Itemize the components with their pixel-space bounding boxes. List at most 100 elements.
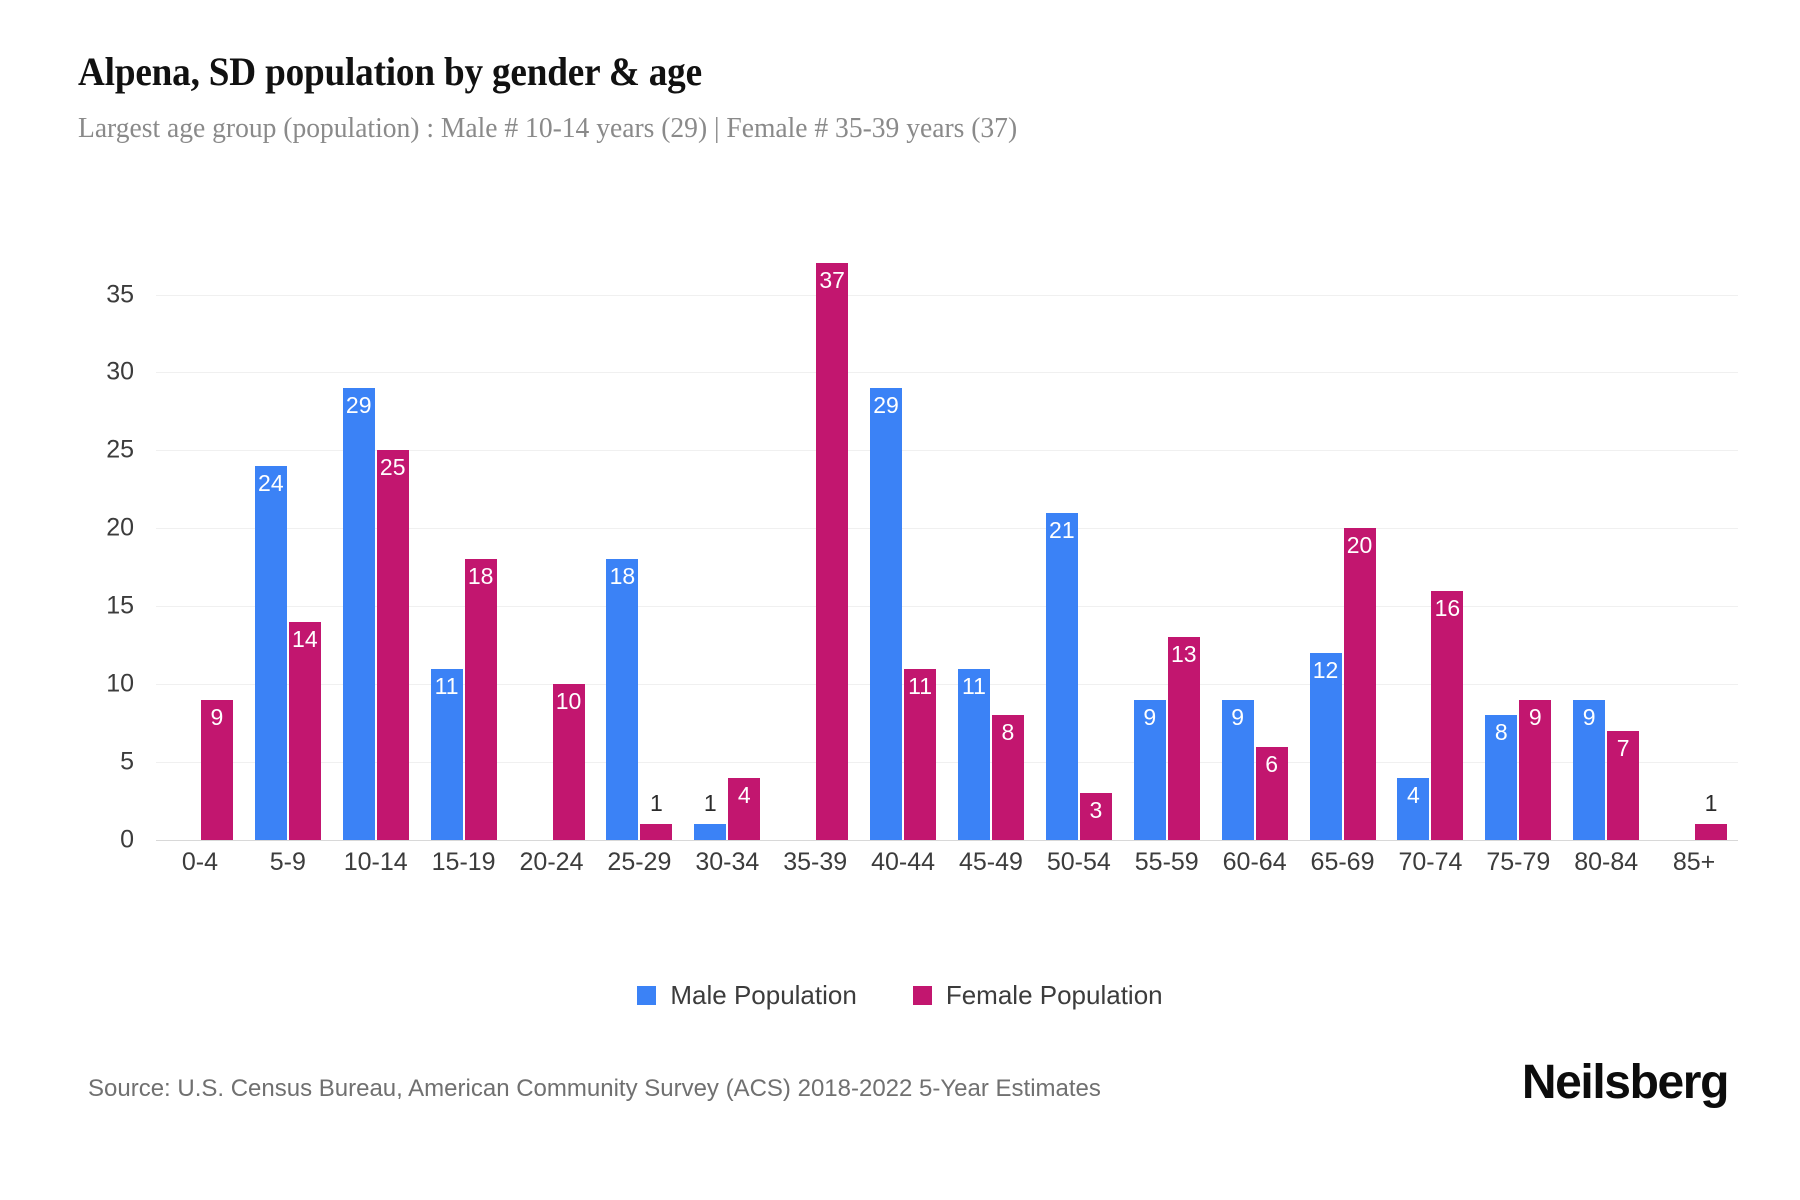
bar-female[interactable]: 16 bbox=[1431, 590, 1464, 840]
bar-group: 9 13 bbox=[1123, 240, 1211, 840]
gridline bbox=[156, 684, 1738, 686]
bar-male[interactable]: 11 bbox=[430, 668, 463, 840]
bar-female[interactable]: 1 bbox=[1695, 792, 1728, 840]
gridline bbox=[156, 528, 1738, 530]
bar-value-label: 9 bbox=[1143, 703, 1157, 730]
bar-male[interactable]: 21 bbox=[1045, 512, 1078, 840]
bar-value-label: 13 bbox=[1170, 641, 1197, 668]
legend-label: Male Population bbox=[670, 980, 857, 1010]
legend-item[interactable]: Female Population bbox=[912, 980, 1163, 1011]
y-axis-tick-label: 5 bbox=[120, 747, 134, 776]
bar-value-label: 8 bbox=[1001, 719, 1015, 746]
chart-subtitle: Largest age group (population) : Male # … bbox=[78, 111, 1018, 144]
bar-value-label: 12 bbox=[1312, 657, 1339, 683]
bar-female[interactable]: 20 bbox=[1343, 528, 1376, 840]
bar-male[interactable]: 1 bbox=[694, 792, 727, 840]
bar-male[interactable]: 9 bbox=[1573, 699, 1606, 840]
bar-group: 37 bbox=[771, 240, 859, 840]
bar-female[interactable]: 11 bbox=[904, 668, 937, 840]
legend-label: Female Population bbox=[945, 980, 1163, 1010]
bar-female[interactable]: 6 bbox=[1255, 746, 1288, 840]
bar-female[interactable]: 4 bbox=[728, 777, 761, 840]
bar-value-label: 29 bbox=[873, 392, 899, 419]
bar-value-label: 29 bbox=[345, 392, 372, 419]
x-axis-tick-label: 50-54 bbox=[1046, 848, 1111, 876]
bars-layer: 9 24 14 29 25 11 18 10 18 1 1 4 37 29 11 11 8 21 3 9 13 9 6 12 2… bbox=[156, 240, 1738, 840]
bar-female[interactable]: 10 bbox=[552, 684, 585, 840]
x-axis-tick-label: 85+ bbox=[1672, 848, 1716, 876]
bar-value-label: 9 bbox=[210, 703, 224, 730]
bar-group: 18 1 bbox=[595, 240, 683, 840]
bar-value-label: 9 bbox=[1528, 703, 1542, 730]
bar-value-label: 9 bbox=[1582, 703, 1596, 730]
bar-value-label: 7 bbox=[1616, 734, 1630, 761]
y-axis-tick-label: 25 bbox=[106, 435, 134, 464]
bar-value-label: 10 bbox=[555, 688, 582, 715]
chart-plot-area: 0 5 10 15 20 25 30 35 9 24 14 29 25 11 18 10 18 1 1 4 37 29 1… bbox=[78, 240, 1738, 900]
y-axis-tick-label: 15 bbox=[106, 591, 134, 620]
x-axis-tick-label: 0-4 bbox=[181, 848, 219, 876]
bar-female[interactable]: 9 bbox=[1519, 699, 1552, 840]
y-axis-tick-label: 0 bbox=[120, 825, 134, 854]
bar-female[interactable]: 8 bbox=[991, 715, 1024, 840]
bar-value-label: 24 bbox=[258, 469, 284, 496]
bar-value-label: 4 bbox=[1407, 781, 1420, 808]
bar-male[interactable]: 12 bbox=[1309, 653, 1342, 840]
x-axis-tick-label: 70-74 bbox=[1398, 848, 1463, 876]
bar-value-label: 16 bbox=[1434, 594, 1461, 621]
brand-logo: Neilsberg bbox=[1521, 1056, 1730, 1109]
x-axis-tick-label: 30-34 bbox=[695, 848, 760, 876]
bar-male[interactable]: 29 bbox=[342, 388, 375, 840]
bar-value-label: 8 bbox=[1494, 719, 1508, 746]
bar-value-label: 21 bbox=[1049, 516, 1075, 543]
x-axis-tick-label: 10-14 bbox=[343, 848, 408, 876]
chart-header: Alpena, SD population by gender & age La… bbox=[78, 49, 1728, 146]
gridline bbox=[156, 762, 1738, 764]
bar-male[interactable]: 4 bbox=[1397, 777, 1430, 840]
bar-value-label: 9 bbox=[1231, 703, 1245, 730]
bar-male[interactable]: 18 bbox=[606, 559, 639, 840]
chart-legend: Male Population Female Population bbox=[0, 980, 1800, 1011]
x-axis-tick-label: 65-69 bbox=[1310, 848, 1375, 876]
bar-value-label: 1 bbox=[1704, 790, 1718, 817]
bar-female[interactable]: 9 bbox=[200, 699, 233, 840]
x-axis: 0-4 5-9 10-14 15-19 20-24 25-29 30-34 35-39 40-4… bbox=[156, 848, 1738, 877]
x-axis-tick-label: 60-64 bbox=[1222, 848, 1287, 876]
bar-male[interactable]: 9 bbox=[1221, 699, 1254, 840]
bar-male[interactable]: 8 bbox=[1485, 715, 1518, 840]
source-note: Source: U.S. Census Bureau, American Com… bbox=[88, 1075, 1101, 1102]
gridline bbox=[156, 606, 1738, 608]
bar-female[interactable]: 7 bbox=[1607, 730, 1640, 840]
bar-female[interactable]: 14 bbox=[288, 621, 321, 840]
grid-area: 9 24 14 29 25 11 18 10 18 1 1 4 37 29 11 11 8 21 3 9 13 9 6 12 2… bbox=[156, 240, 1738, 841]
bar-male[interactable]: 24 bbox=[254, 465, 287, 840]
bar-value-label: 1 bbox=[649, 790, 663, 817]
x-axis-tick-label: 20-24 bbox=[519, 848, 584, 876]
y-axis-tick-label: 10 bbox=[106, 669, 134, 698]
legend-swatch-icon bbox=[637, 986, 657, 1005]
bar-value-label: 3 bbox=[1089, 797, 1103, 824]
bar-male[interactable]: 9 bbox=[1133, 699, 1166, 840]
bar-female[interactable]: 25 bbox=[376, 450, 409, 840]
bar-value-label: 14 bbox=[292, 625, 318, 652]
bar-group: 12 20 bbox=[1299, 240, 1387, 840]
bar-male[interactable]: 29 bbox=[870, 388, 903, 840]
bar-female[interactable]: 13 bbox=[1167, 637, 1200, 840]
bar-female[interactable]: 18 bbox=[464, 559, 497, 840]
bar-female[interactable]: 37 bbox=[816, 263, 849, 840]
bar-female[interactable]: 1 bbox=[640, 792, 673, 840]
bar-group: 29 25 bbox=[332, 240, 420, 840]
legend-item[interactable]: Male Population bbox=[637, 980, 857, 1011]
bar-group: 10 bbox=[508, 240, 596, 840]
y-axis-tick-label: 35 bbox=[106, 280, 134, 309]
bar-value-label: 4 bbox=[737, 781, 751, 808]
legend-swatch-icon bbox=[912, 986, 932, 1005]
x-axis-tick-label: 55-59 bbox=[1134, 848, 1199, 876]
bar-female[interactable]: 3 bbox=[1079, 793, 1112, 840]
bar-male[interactable]: 11 bbox=[957, 668, 990, 840]
bar-group: 11 18 bbox=[420, 240, 508, 840]
bar-value-label: 37 bbox=[819, 267, 845, 294]
